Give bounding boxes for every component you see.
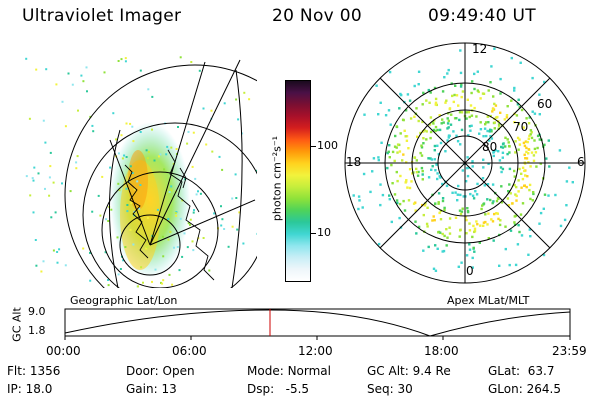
xtick-0000: 00:00: [46, 344, 81, 358]
colorbar-tick-10: [311, 233, 316, 234]
colorbar-label-100: 100: [317, 139, 338, 152]
right-panel-caption: Apex MLat/MLT: [447, 294, 530, 307]
info-glon: GLon: 264.5: [488, 382, 561, 396]
info-gain: Gain: 13: [126, 382, 177, 396]
info-gc-alt: GC Alt: 9.4 Re: [367, 364, 451, 378]
mlat-label-70: 70: [513, 120, 529, 134]
lat-lon-grid: [64, 59, 257, 288]
left-panel-caption: Geographic Lat/Lon: [70, 294, 178, 307]
mlt-label-12: 12: [472, 42, 488, 56]
colorbar: [285, 80, 311, 282]
colorbar-label-10: 10: [317, 226, 331, 239]
mlat-label-60: 60: [537, 97, 553, 111]
mlt-label-6: 6: [577, 155, 585, 169]
info-mode: Mode: Normal: [247, 364, 331, 378]
info-flt: Flt: 1356: [7, 364, 61, 378]
mlt-label-0: 0: [466, 264, 474, 278]
mlat-label-80: 80: [482, 140, 498, 154]
xtick-2359: 23:59: [552, 344, 587, 358]
xtick-1200: 12:00: [298, 344, 333, 358]
coastline: [124, 149, 215, 281]
date-label: 20 Nov 00: [272, 6, 362, 26]
xtick-1800: 18:00: [424, 344, 459, 358]
info-dsp: Dsp: -5.5: [247, 382, 310, 396]
info-door: Door: Open: [126, 364, 195, 378]
time-label: 09:49:40 UT: [428, 6, 536, 26]
altitude-ytick-max: 9.0: [28, 305, 46, 318]
info-glat: GLat: 63.7: [488, 364, 555, 378]
info-ip: IP: 18.0: [7, 382, 53, 396]
xtick-0600: 06:00: [172, 344, 207, 358]
mlat-mlt-grid: [344, 42, 586, 284]
altitude-ytick-min: 1.8: [28, 324, 46, 337]
instrument-title: Ultraviolet Imager: [22, 6, 182, 26]
info-seq: Seq: 30: [367, 382, 413, 396]
mlt-label-18: 18: [346, 155, 362, 169]
colorbar-tick-100: [311, 146, 316, 147]
